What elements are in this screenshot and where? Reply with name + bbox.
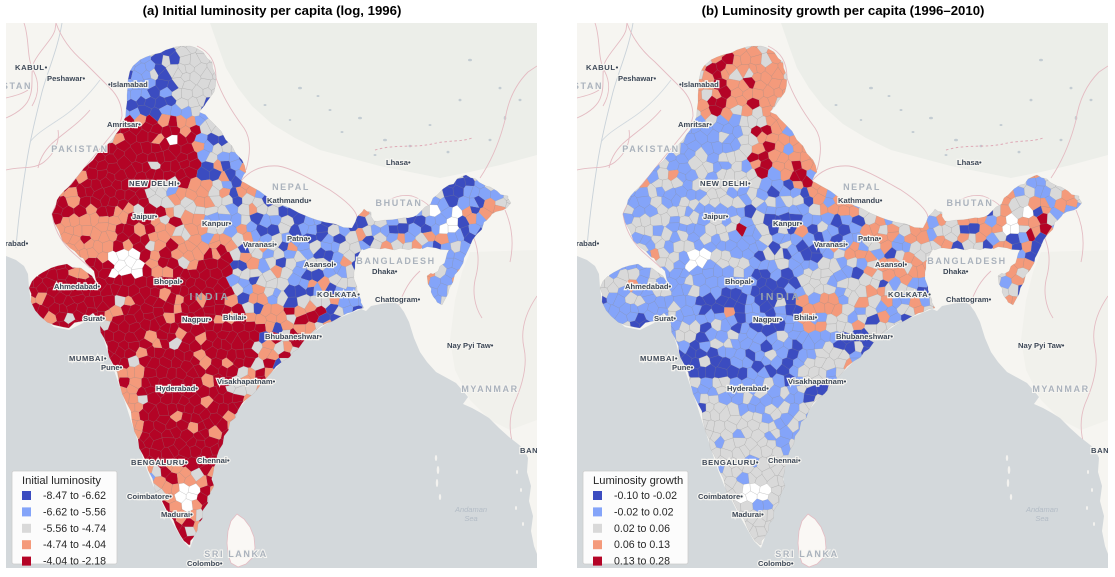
svg-text:Luminosity growth: Luminosity growth [593,475,683,487]
svg-text:(a) Initial luminosity per cap: (a) Initial luminosity per capita (log, … [143,3,402,18]
svg-text:-5.56 to -4.74: -5.56 to -4.74 [43,523,106,535]
svg-text:0.02 to 0.06: 0.02 to 0.06 [614,523,670,535]
svg-text:-4.74 to -4.04: -4.74 to -4.04 [43,539,106,551]
svg-text:-0.10 to -0.02: -0.10 to -0.02 [614,490,677,502]
svg-text:0.13 to 0.28: 0.13 to 0.28 [614,556,670,568]
svg-text:(b) Luminosity growth per capi: (b) Luminosity growth per capita (1996–2… [702,3,985,18]
svg-text:-0.02 to 0.02: -0.02 to 0.02 [614,506,674,518]
svg-text:-6.62 to -5.56: -6.62 to -5.56 [43,506,106,518]
svg-text:-8.47 to -6.62: -8.47 to -6.62 [43,490,106,502]
svg-text:0.06 to 0.13: 0.06 to 0.13 [614,539,670,551]
svg-text:Initial luminosity: Initial luminosity [22,475,101,487]
svg-text:-4.04 to -2.18: -4.04 to -2.18 [43,556,106,568]
